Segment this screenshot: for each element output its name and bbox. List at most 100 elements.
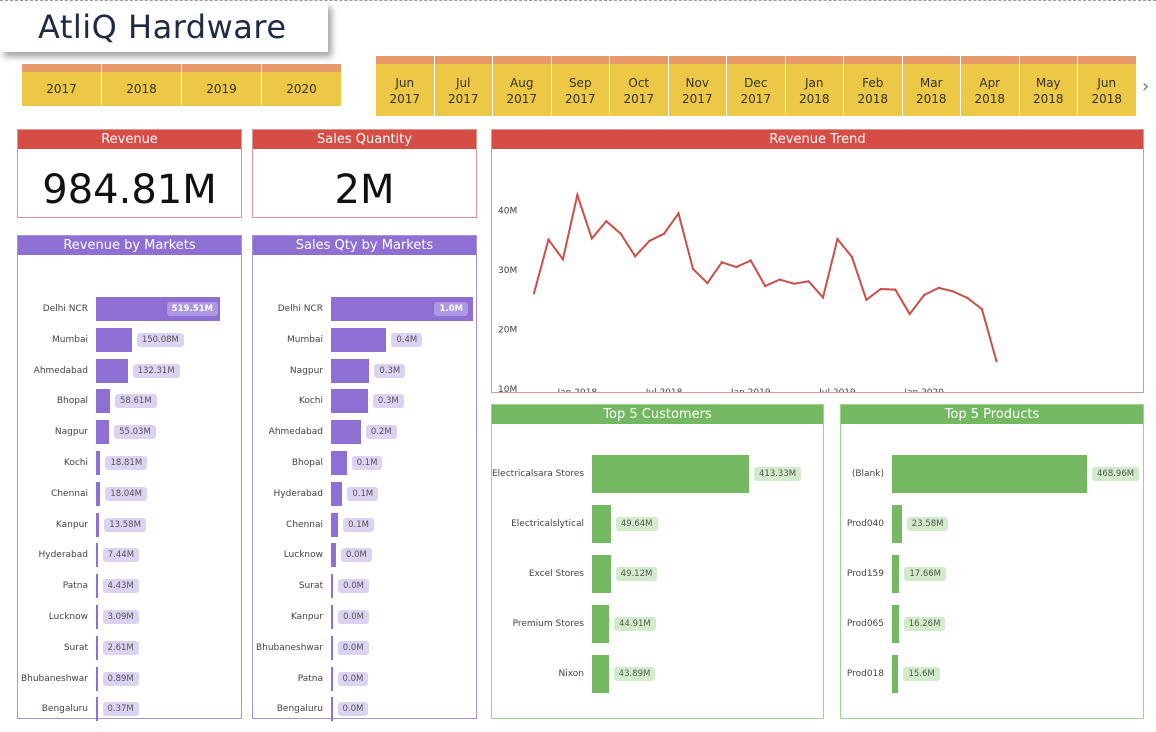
data-point[interactable] bbox=[836, 237, 839, 241]
bar[interactable] bbox=[96, 666, 98, 691]
bar[interactable] bbox=[96, 420, 110, 445]
bar[interactable] bbox=[592, 505, 611, 543]
bar[interactable] bbox=[96, 605, 98, 629]
bar[interactable] bbox=[96, 574, 98, 599]
category-label: Hyderabad bbox=[38, 550, 89, 561]
data-point[interactable] bbox=[764, 284, 767, 288]
data-point[interactable] bbox=[619, 232, 622, 235]
data-point[interactable] bbox=[677, 212, 680, 215]
month-tile[interactable]: Apr 2018 bbox=[961, 56, 1019, 116]
month-tile[interactable]: May 2018 bbox=[1019, 56, 1077, 116]
data-point[interactable] bbox=[951, 290, 955, 293]
data-point[interactable] bbox=[706, 281, 709, 285]
bar[interactable] bbox=[592, 605, 610, 643]
bar[interactable] bbox=[331, 574, 334, 599]
data-point[interactable] bbox=[532, 292, 536, 295]
bar[interactable] bbox=[331, 666, 333, 691]
bar[interactable] bbox=[331, 358, 370, 383]
data-point[interactable] bbox=[561, 258, 565, 261]
data-point[interactable] bbox=[662, 232, 666, 235]
bar[interactable] bbox=[96, 697, 98, 722]
data-point[interactable] bbox=[648, 239, 651, 243]
data-point[interactable] bbox=[937, 286, 940, 290]
data-label: 0.3M bbox=[372, 394, 404, 409]
bar[interactable] bbox=[331, 420, 361, 445]
bar[interactable] bbox=[331, 481, 343, 506]
bar-row: Nagpur 0.3M bbox=[253, 358, 476, 383]
category-label: Bhopal bbox=[56, 396, 88, 407]
bar[interactable] bbox=[331, 635, 333, 660]
data-point[interactable] bbox=[547, 238, 550, 241]
month-tile[interactable]: Jun 2017 bbox=[376, 56, 434, 116]
month-tile[interactable]: Nov 2017 bbox=[668, 56, 726, 116]
data-point[interactable] bbox=[605, 220, 608, 223]
bar[interactable] bbox=[96, 543, 98, 568]
bar[interactable] bbox=[892, 605, 899, 643]
bar[interactable] bbox=[331, 697, 333, 722]
month-tile[interactable]: Sep 2017 bbox=[551, 56, 609, 116]
bar[interactable] bbox=[96, 451, 101, 475]
data-point[interactable] bbox=[821, 296, 825, 299]
data-point[interactable] bbox=[633, 255, 637, 258]
year-tile-2017[interactable]: 2017 bbox=[22, 64, 101, 106]
year-tile-2019[interactable]: 2019 bbox=[182, 64, 261, 106]
bar[interactable] bbox=[592, 655, 609, 693]
bar[interactable] bbox=[96, 635, 98, 660]
month-tile[interactable]: Jan 2018 bbox=[785, 56, 843, 116]
bar[interactable] bbox=[892, 455, 1087, 493]
bar[interactable] bbox=[592, 555, 611, 593]
data-label: 16.26M bbox=[903, 617, 946, 631]
bar[interactable] bbox=[892, 655, 899, 693]
month-year-label: 2018 bbox=[974, 92, 1006, 106]
bar-row: Hyderabad 0.1M bbox=[253, 481, 476, 506]
year-tile-2018[interactable]: 2018 bbox=[102, 64, 181, 106]
data-point[interactable] bbox=[850, 255, 854, 259]
month-label: May bbox=[1035, 76, 1061, 90]
data-label: 7.44M bbox=[102, 548, 140, 563]
data-point[interactable] bbox=[980, 308, 984, 311]
category-label: Mumbai bbox=[52, 334, 88, 345]
data-point[interactable] bbox=[908, 312, 911, 316]
data-point[interactable] bbox=[807, 280, 810, 283]
bar[interactable] bbox=[96, 327, 132, 352]
bar[interactable] bbox=[331, 512, 339, 537]
data-point[interactable] bbox=[922, 293, 926, 297]
month-tile[interactable]: Jun 2018 bbox=[1078, 56, 1136, 116]
bar[interactable] bbox=[331, 605, 334, 629]
data-point[interactable] bbox=[778, 278, 781, 281]
data-point[interactable] bbox=[792, 282, 796, 285]
bar-row: Surat 2.61M bbox=[18, 635, 241, 660]
month-label: Jun bbox=[1097, 76, 1117, 90]
data-point[interactable] bbox=[590, 237, 593, 240]
bar[interactable] bbox=[96, 481, 101, 506]
bar[interactable] bbox=[96, 512, 100, 537]
data-point[interactable] bbox=[576, 193, 579, 197]
month-tile[interactable]: Aug 2017 bbox=[493, 56, 551, 116]
month-tile[interactable]: Feb 2018 bbox=[844, 56, 902, 116]
bar[interactable] bbox=[892, 505, 902, 543]
bar[interactable] bbox=[96, 358, 128, 383]
month-tile[interactable]: Jul 2017 bbox=[434, 56, 492, 116]
bar[interactable] bbox=[331, 543, 336, 568]
bar[interactable] bbox=[331, 389, 368, 414]
data-point[interactable] bbox=[894, 288, 897, 291]
bar[interactable] bbox=[331, 451, 347, 475]
year-label: 2020 bbox=[286, 82, 317, 96]
data-point[interactable] bbox=[879, 287, 882, 291]
data-point[interactable] bbox=[966, 296, 969, 300]
data-point[interactable] bbox=[735, 265, 738, 269]
data-point[interactable] bbox=[865, 298, 868, 301]
data-point[interactable] bbox=[995, 359, 998, 363]
bar[interactable] bbox=[96, 389, 110, 414]
data-point[interactable] bbox=[720, 261, 724, 264]
month-tile[interactable]: Oct 2017 bbox=[610, 56, 668, 116]
bar[interactable] bbox=[892, 555, 900, 593]
data-point[interactable] bbox=[691, 267, 695, 271]
bar[interactable] bbox=[331, 327, 387, 352]
data-point[interactable] bbox=[749, 259, 752, 262]
year-tile-2020[interactable]: 2020 bbox=[262, 64, 341, 106]
chevron-right-icon[interactable]: › bbox=[1142, 76, 1150, 97]
month-tile[interactable]: Mar 2018 bbox=[902, 56, 960, 116]
bar[interactable] bbox=[592, 455, 749, 493]
month-tile[interactable]: Dec 2017 bbox=[727, 56, 785, 116]
